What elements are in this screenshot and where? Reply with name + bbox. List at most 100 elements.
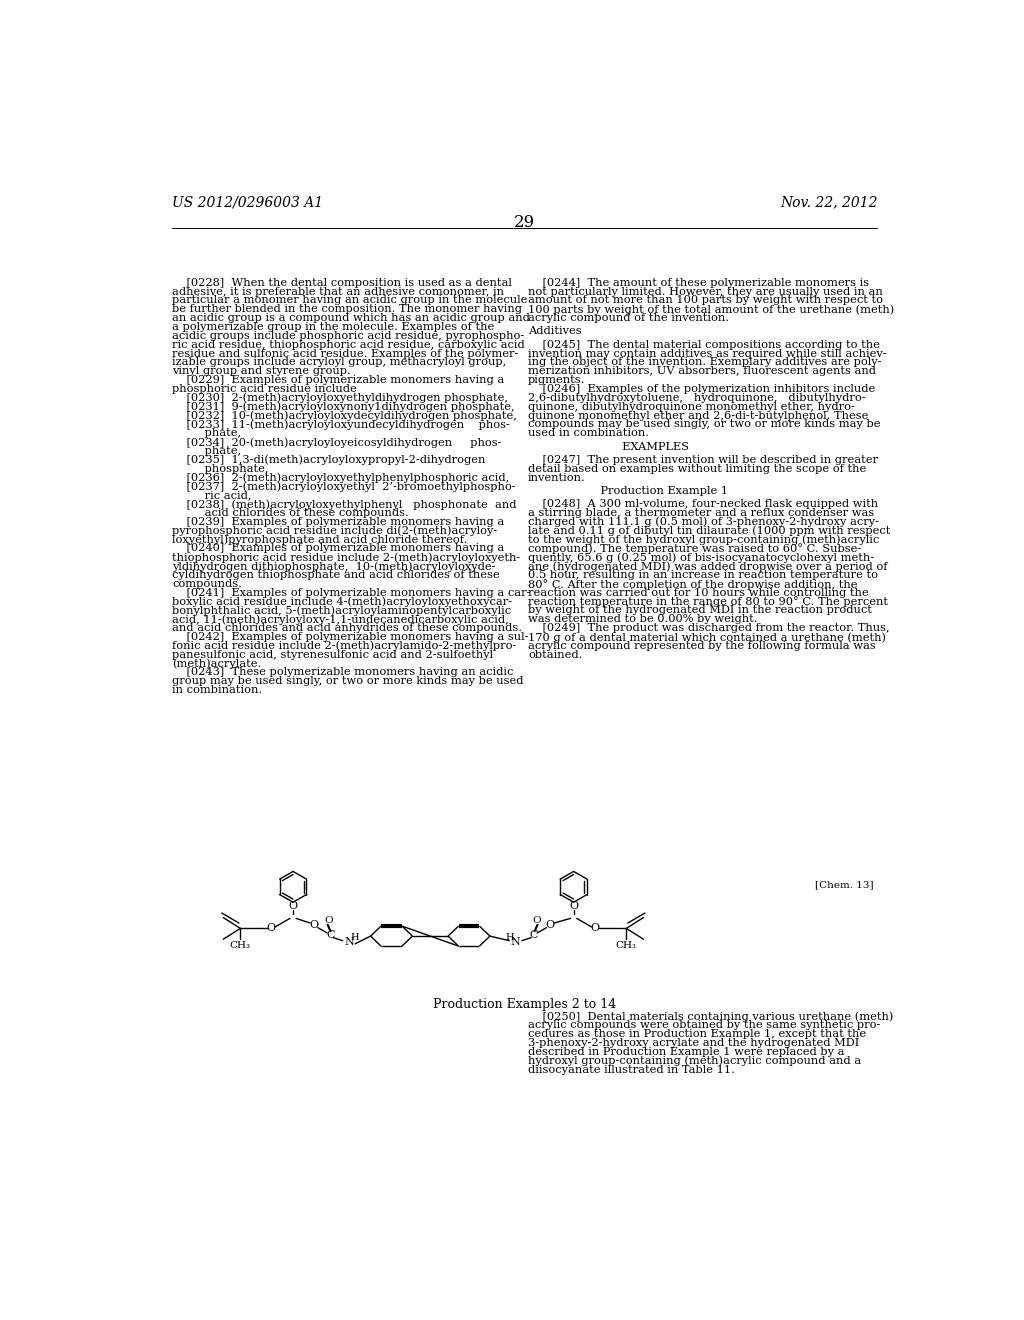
Text: [0231]  9-(meth)acryloyloxynony1dihydrogen phosphate,: [0231] 9-(meth)acryloyloxynony1dihydroge… xyxy=(172,401,515,412)
Text: merization inhibitors, UV absorbers, fluorescent agents and: merization inhibitors, UV absorbers, flu… xyxy=(528,367,876,376)
Text: ric acid,: ric acid, xyxy=(172,490,252,500)
Text: thiophosphoric acid residue include 2-(meth)acryloyloxyeth-: thiophosphoric acid residue include 2-(m… xyxy=(172,552,520,562)
Text: invention may contain additives as required while still achiev-: invention may contain additives as requi… xyxy=(528,348,887,359)
Text: quinone monomethyl ether and 2,6-di-t-butylphenol. These: quinone monomethyl ether and 2,6-di-t-bu… xyxy=(528,411,868,421)
Text: 0.5 hour, resulting in an increase in reaction temperature to: 0.5 hour, resulting in an increase in re… xyxy=(528,570,878,579)
Text: pigments.: pigments. xyxy=(528,375,586,385)
Text: pyrophosphoric acid residue include di(2-(meth)acryloy-: pyrophosphoric acid residue include di(2… xyxy=(172,525,498,536)
Text: H: H xyxy=(351,933,359,942)
Text: [0247]  The present invention will be described in greater: [0247] The present invention will be des… xyxy=(528,455,878,465)
Text: be further blended in the composition. The monomer having: be further blended in the composition. T… xyxy=(172,305,522,314)
Text: compounds may be used singly, or two or more kinds may be: compounds may be used singly, or two or … xyxy=(528,420,881,429)
Text: obtained.: obtained. xyxy=(528,649,583,660)
Text: 80° C. After the completion of the dropwise addition, the: 80° C. After the completion of the dropw… xyxy=(528,579,857,590)
Text: 29: 29 xyxy=(514,214,536,231)
Text: invention.: invention. xyxy=(528,473,586,483)
Text: EXAMPLES: EXAMPLES xyxy=(528,442,689,451)
Text: acid, 11-(meth)acryloyloxy-1,1-undecanedicarboxylic acid,: acid, 11-(meth)acryloyloxy-1,1-undecaned… xyxy=(172,614,509,624)
Text: CH₃: CH₃ xyxy=(615,941,637,950)
Text: in combination.: in combination. xyxy=(172,685,262,696)
Text: ing the object of the invention. Exemplary additives are poly-: ing the object of the invention. Exempla… xyxy=(528,358,882,367)
Text: [0238]  (meth)acryloyloxyethylphenyl   phosphonate  and: [0238] (meth)acryloyloxyethylphenyl phos… xyxy=(172,499,517,510)
Text: quently, 65.6 g (0.25 mol) of bis-isocyanatocyclohexyl meth-: quently, 65.6 g (0.25 mol) of bis-isocya… xyxy=(528,552,874,562)
Text: residue and sulfonic acid residue. Examples of the polymer-: residue and sulfonic acid residue. Examp… xyxy=(172,348,518,359)
Text: N: N xyxy=(511,937,520,948)
Text: detail based on examples without limiting the scope of the: detail based on examples without limitin… xyxy=(528,463,866,474)
Text: O: O xyxy=(325,916,333,925)
Text: [0241]  Examples of polymerizable monomers having a car-: [0241] Examples of polymerizable monomer… xyxy=(172,587,530,598)
Text: ane (hydrogenated MDI) was added dropwise over a period of: ane (hydrogenated MDI) was added dropwis… xyxy=(528,561,888,572)
Text: cyldihydrogen thiophosphate and acid chlorides of these: cyldihydrogen thiophosphate and acid chl… xyxy=(172,570,500,579)
Text: boxylic acid residue include 4-(meth)acryloyloxyethoxycar-: boxylic acid residue include 4-(meth)acr… xyxy=(172,597,512,607)
Text: ric acid residue, thiophosphoric acid residue, carboxylic acid: ric acid residue, thiophosphoric acid re… xyxy=(172,339,525,350)
Text: particular a monomer having an acidic group in the molecule: particular a monomer having an acidic gr… xyxy=(172,296,527,305)
Text: group may be used singly, or two or more kinds may be used: group may be used singly, or two or more… xyxy=(172,676,523,686)
Text: an acidic group is a compound which has an acidic group and: an acidic group is a compound which has … xyxy=(172,313,530,323)
Text: O: O xyxy=(532,916,541,925)
Text: Production Example 1: Production Example 1 xyxy=(528,486,728,496)
Text: [0237]  2-(meth)acryloyloxyethyl  2’-bromoethylphospho-: [0237] 2-(meth)acryloyloxyethyl 2’-bromo… xyxy=(172,482,516,492)
Text: Additives: Additives xyxy=(528,326,582,337)
Text: hydroxyl group-containing (meth)acrylic compound and a: hydroxyl group-containing (meth)acrylic … xyxy=(528,1056,861,1067)
Text: acrylic compound of the invention.: acrylic compound of the invention. xyxy=(528,313,729,323)
Text: [0248]  A 300 ml-volume, four-necked flask equipped with: [0248] A 300 ml-volume, four-necked flas… xyxy=(528,499,878,510)
Text: O: O xyxy=(309,920,318,931)
Text: charged with 111.1 g (0.5 mol) of 3-phenoxy-2-hydroxy acry-: charged with 111.1 g (0.5 mol) of 3-phen… xyxy=(528,517,879,528)
Text: was determined to be 0.00% by weight.: was determined to be 0.00% by weight. xyxy=(528,614,758,624)
Text: [0246]  Examples of the polymerization inhibitors include: [0246] Examples of the polymerization in… xyxy=(528,384,876,393)
Text: yldihydrogen dithiophosphate,  10-(meth)acryloyloxyde-: yldihydrogen dithiophosphate, 10-(meth)a… xyxy=(172,561,496,572)
Text: [0229]  Examples of polymerizable monomers having a: [0229] Examples of polymerizable monomer… xyxy=(172,375,505,385)
Text: loxyethyl)pyrophosphate and acid chloride thereof.: loxyethyl)pyrophosphate and acid chlorid… xyxy=(172,535,468,545)
Text: [0244]  The amount of these polymerizable monomers is: [0244] The amount of these polymerizable… xyxy=(528,277,869,288)
Text: H: H xyxy=(505,933,514,942)
Text: C: C xyxy=(326,931,335,940)
Text: (meth)acrylate.: (meth)acrylate. xyxy=(172,659,261,669)
Text: [0245]  The dental material compositions according to the: [0245] The dental material compositions … xyxy=(528,339,880,350)
Text: US 2012/0296003 A1: US 2012/0296003 A1 xyxy=(172,195,324,210)
Text: vinyl group and styrene group.: vinyl group and styrene group. xyxy=(172,367,351,376)
Text: a stirring blade, a thermometer and a reflux condenser was: a stirring blade, a thermometer and a re… xyxy=(528,508,874,517)
Text: phate,: phate, xyxy=(172,428,242,438)
Text: [0240]  Examples of polymerizable monomers having a: [0240] Examples of polymerizable monomer… xyxy=(172,544,505,553)
Text: by weight of the hydrogenated MDI in the reaction product: by weight of the hydrogenated MDI in the… xyxy=(528,606,871,615)
Text: used in combination.: used in combination. xyxy=(528,428,649,438)
Text: 170 g of a dental material which contained a urethane (meth): 170 g of a dental material which contain… xyxy=(528,632,886,643)
Text: bonylphthalic acid, 5-(meth)acryloylaminopentylcarboxylic: bonylphthalic acid, 5-(meth)acryloylamin… xyxy=(172,606,511,616)
Text: [0235]  1,3-di(meth)acryloyloxypropyl-2-dihydrogen: [0235] 1,3-di(meth)acryloyloxypropyl-2-d… xyxy=(172,455,485,466)
Text: phate,: phate, xyxy=(172,446,242,455)
Text: [0239]  Examples of polymerizable monomers having a: [0239] Examples of polymerizable monomer… xyxy=(172,517,505,527)
Text: O: O xyxy=(569,902,579,911)
Text: O: O xyxy=(546,920,555,931)
Text: adhesive, it is preferable that an adhesive comonomer, in: adhesive, it is preferable that an adhes… xyxy=(172,286,504,297)
Text: izable groups include acryloyl group, methacryloyl group,: izable groups include acryloyl group, me… xyxy=(172,358,507,367)
Text: compounds.: compounds. xyxy=(172,579,242,589)
Text: a polymerizable group in the molecule. Examples of the: a polymerizable group in the molecule. E… xyxy=(172,322,495,333)
Text: [0242]  Examples of polymerizable monomers having a sul-: [0242] Examples of polymerizable monomer… xyxy=(172,632,528,642)
Text: [0243]  These polymerizable monomers having an acidic: [0243] These polymerizable monomers havi… xyxy=(172,668,514,677)
Text: diisocyanate illustrated in Table 11.: diisocyanate illustrated in Table 11. xyxy=(528,1065,735,1074)
Text: O: O xyxy=(267,924,275,933)
Text: to the weight of the hydroxyl group-containing (meth)acrylic: to the weight of the hydroxyl group-cont… xyxy=(528,535,880,545)
Text: [0234]  20-(meth)acryloyloyeicosyldihydrogen     phos-: [0234] 20-(meth)acryloyloyeicosyldihydro… xyxy=(172,437,502,447)
Text: cedures as those in Production Example 1, except that the: cedures as those in Production Example 1… xyxy=(528,1030,866,1039)
Text: fonic acid residue include 2-(meth)acrylamido-2-methylpro-: fonic acid residue include 2-(meth)acryl… xyxy=(172,640,516,651)
Text: and acid chlorides and acid anhydrides of these compounds.: and acid chlorides and acid anhydrides o… xyxy=(172,623,522,634)
Text: reaction was carried out for 10 hours while controlling the: reaction was carried out for 10 hours wh… xyxy=(528,587,868,598)
Text: 100 parts by weight of the total amount of the urethane (meth): 100 parts by weight of the total amount … xyxy=(528,305,894,315)
Text: acid chlorides of these compounds.: acid chlorides of these compounds. xyxy=(172,508,409,517)
Text: late and 0.11 g of dibutyl tin dilaurate (1000 ppm with respect: late and 0.11 g of dibutyl tin dilaurate… xyxy=(528,525,890,536)
Text: [0232]  10-(meth)acryloyloxydecyldihydrogen phosphate,: [0232] 10-(meth)acryloyloxydecyldihydrog… xyxy=(172,411,517,421)
Text: [0236]  2-(meth)acryloyloxyethylphenylphosphoric acid,: [0236] 2-(meth)acryloyloxyethylphenylpho… xyxy=(172,473,509,483)
Text: [Chem. 13]: [Chem. 13] xyxy=(815,880,873,890)
Text: [0249]  The product was discharged from the reactor. Thus,: [0249] The product was discharged from t… xyxy=(528,623,890,634)
Text: O: O xyxy=(591,924,600,933)
Text: not particularly limited. However, they are usually used in an: not particularly limited. However, they … xyxy=(528,286,883,297)
Text: described in Production Example 1 were replaced by a: described in Production Example 1 were r… xyxy=(528,1047,845,1057)
Text: 2,6-dibutylhydroxytoluene,   hydroquinone,   dibutylhydro-: 2,6-dibutylhydroxytoluene, hydroquinone,… xyxy=(528,393,865,403)
Text: [0230]  2-(meth)acryloyloxyethyldihydrogen phosphate,: [0230] 2-(meth)acryloyloxyethyldihydroge… xyxy=(172,393,508,404)
Text: [0250]  Dental materials containing various urethane (meth): [0250] Dental materials containing vario… xyxy=(528,1011,893,1022)
Text: compound). The temperature was raised to 60° C. Subse-: compound). The temperature was raised to… xyxy=(528,544,861,554)
Text: acidic groups include phosphoric acid residue, pyrophospho-: acidic groups include phosphoric acid re… xyxy=(172,331,524,341)
Text: CH₃: CH₃ xyxy=(229,941,251,950)
Text: phosphate,: phosphate, xyxy=(172,463,268,474)
